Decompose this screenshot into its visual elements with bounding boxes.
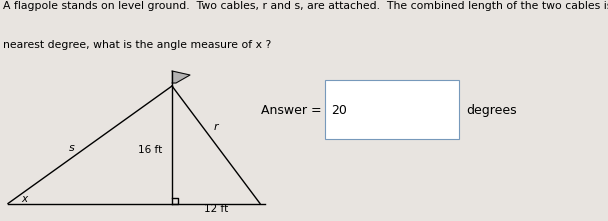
Text: 12 ft: 12 ft [204, 204, 228, 213]
Text: nearest degree, what is the angle measure of x ?: nearest degree, what is the angle measur… [3, 40, 271, 50]
Text: s: s [69, 143, 75, 153]
Text: 16 ft: 16 ft [138, 145, 162, 155]
Text: degrees: degrees [466, 104, 517, 117]
Text: x: x [21, 194, 27, 204]
Text: Answer =: Answer = [261, 104, 326, 117]
Text: A flagpole stands on level ground.  Two cables, r and s, are attached.  The comb: A flagpole stands on level ground. Two c… [3, 1, 608, 11]
Text: 20: 20 [331, 104, 347, 117]
Text: r: r [213, 122, 218, 132]
Polygon shape [172, 71, 190, 83]
FancyBboxPatch shape [325, 80, 459, 139]
